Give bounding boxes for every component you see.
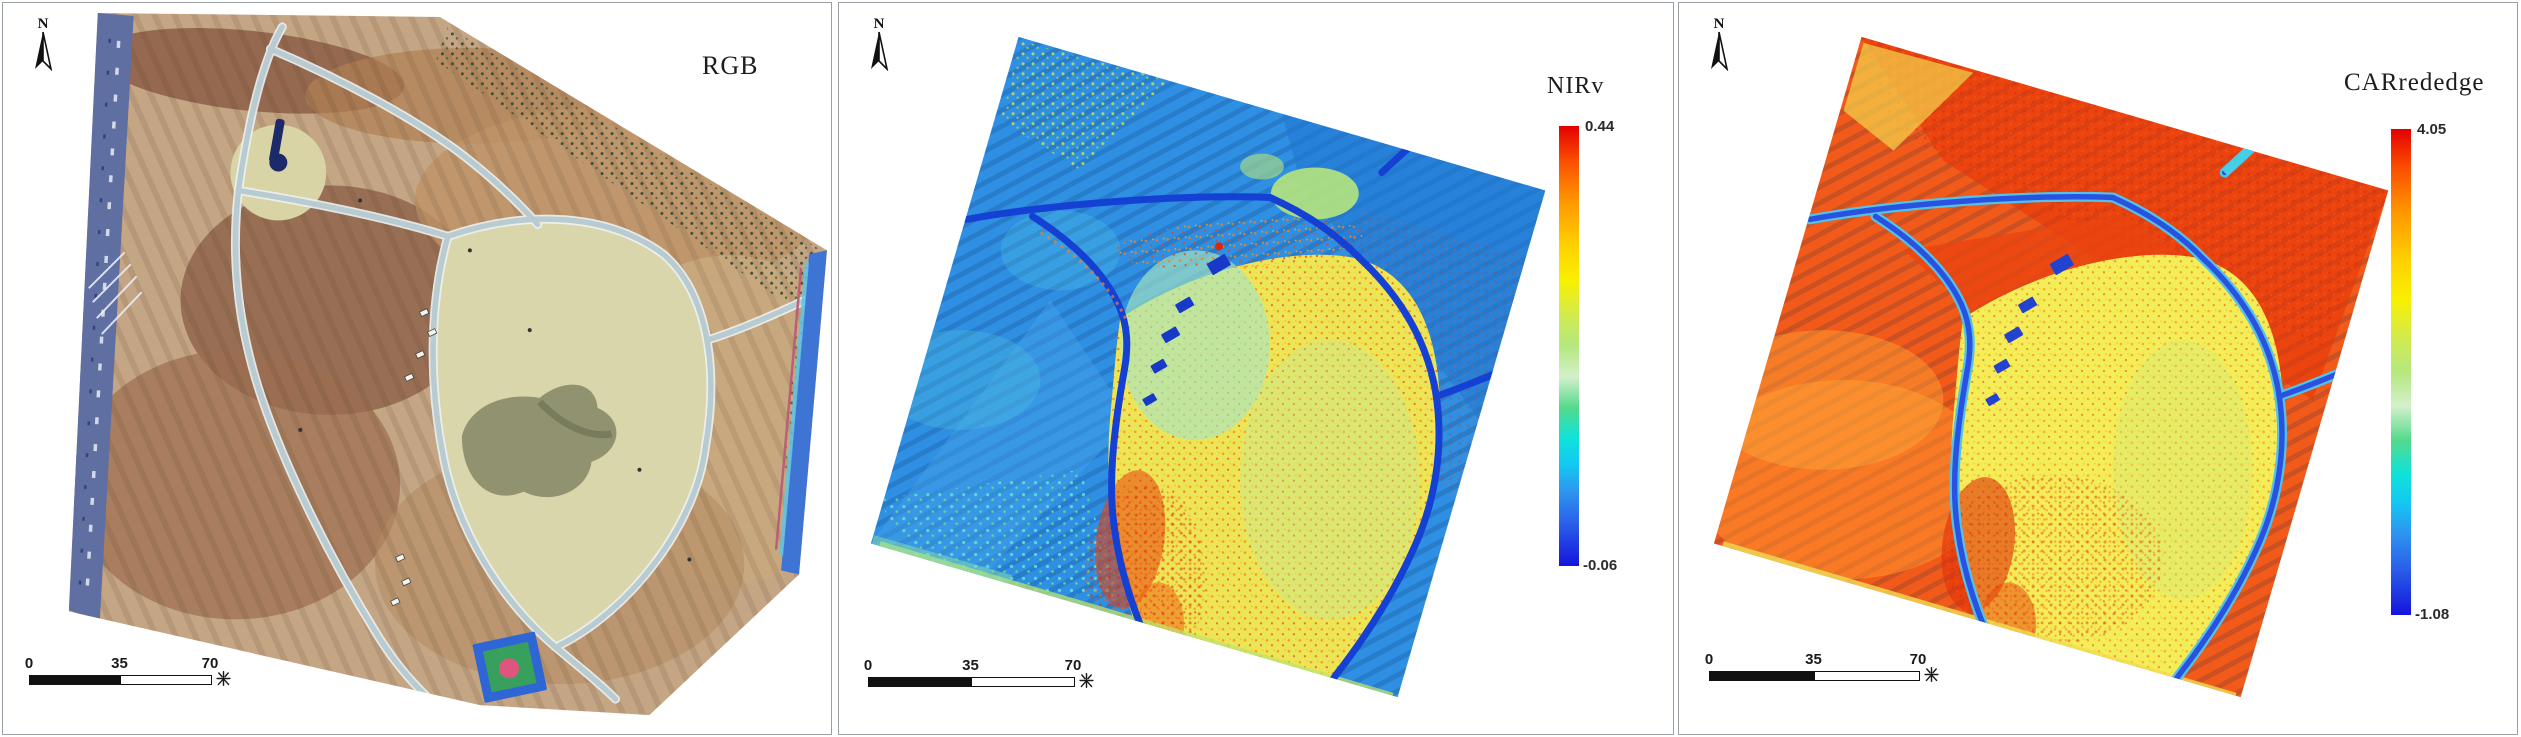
rgb-map-art <box>68 12 828 716</box>
scale-tick-0: 0 <box>24 655 34 672</box>
scale-bar-filled-segment <box>1710 672 1815 680</box>
scale-tick-35: 35 <box>111 655 128 672</box>
colorbar-max-label: 4.05 <box>2417 121 2447 138</box>
scale-tick-70: 70 <box>1064 657 1082 674</box>
rgb-keyhole-feature <box>269 118 288 172</box>
carrededge-index-map <box>1713 36 2389 698</box>
panel-nirv: N NIRv 0.44 -0.06 0 35 70 <box>838 2 1674 735</box>
nirv-index-map <box>870 36 1546 698</box>
rgb-right-road-strip <box>781 250 828 575</box>
carrededge-map-art <box>1713 36 2389 698</box>
colorbar-min-label: -1.08 <box>2415 606 2450 623</box>
scale-bar-open-segment <box>971 678 1074 686</box>
north-arrow: N <box>25 17 61 71</box>
scale-bar-filled-segment <box>869 678 972 686</box>
nirv-map-art <box>870 36 1546 698</box>
scale-bar-filled-segment <box>30 676 121 684</box>
north-label: N <box>1713 16 1725 32</box>
scale-bar-open-segment <box>120 676 211 684</box>
panel-title-rgb: RGB <box>702 51 759 80</box>
north-arrow-icon <box>34 31 52 70</box>
scale-bar-rule <box>868 677 1075 687</box>
meter-unit-glyph <box>1924 666 1939 683</box>
rgb-orthomosaic-map <box>68 12 828 716</box>
rgb-dark-specks <box>298 198 692 562</box>
meter-unit-glyph <box>1079 672 1094 689</box>
north-label: N <box>873 16 885 32</box>
north-arrow: N <box>861 17 897 71</box>
panel-title-carrededge: CARrededge <box>2344 69 2485 96</box>
scale-tick-0: 0 <box>863 657 873 674</box>
north-arrow: N <box>1701 17 1737 71</box>
scale-bar: 0 35 70 <box>1705 651 1939 685</box>
scale-tick-35: 35 <box>962 657 979 674</box>
scale-bar-open-segment <box>1814 672 1919 680</box>
panel-carrededge: N CARrededge 4.05 -1.08 0 35 70 <box>1678 2 2518 735</box>
scale-bar: 0 35 70 <box>864 657 1094 691</box>
north-label: N <box>37 16 49 32</box>
colorbar: 4.05 -1.08 <box>2391 121 2449 623</box>
scale-bar-rule <box>1709 671 1920 681</box>
north-arrow-icon <box>1710 31 1728 70</box>
scale-bar: 0 35 70 <box>25 655 231 689</box>
rgb-pond <box>472 631 547 703</box>
rgb-buildings <box>390 308 438 607</box>
scale-tick-70: 70 <box>201 655 219 672</box>
scale-tick-35: 35 <box>1805 651 1822 668</box>
colorbar: 0.44 -0.06 <box>1559 118 1617 574</box>
meter-unit-glyph <box>216 670 231 687</box>
scale-tick-0: 0 <box>1704 651 1714 668</box>
panel-title-nirv: NIRv <box>1547 73 1605 99</box>
north-arrow-icon <box>870 31 888 70</box>
colorbar-max-label: 0.44 <box>1585 118 1615 135</box>
rgb-left-road-strip <box>68 12 134 622</box>
scale-bar-rule <box>29 675 212 685</box>
colorbar-min-label: -0.06 <box>1583 557 1618 574</box>
scale-tick-70: 70 <box>1909 651 1927 668</box>
panel-rgb: N RGB 0 35 70 <box>2 2 832 735</box>
